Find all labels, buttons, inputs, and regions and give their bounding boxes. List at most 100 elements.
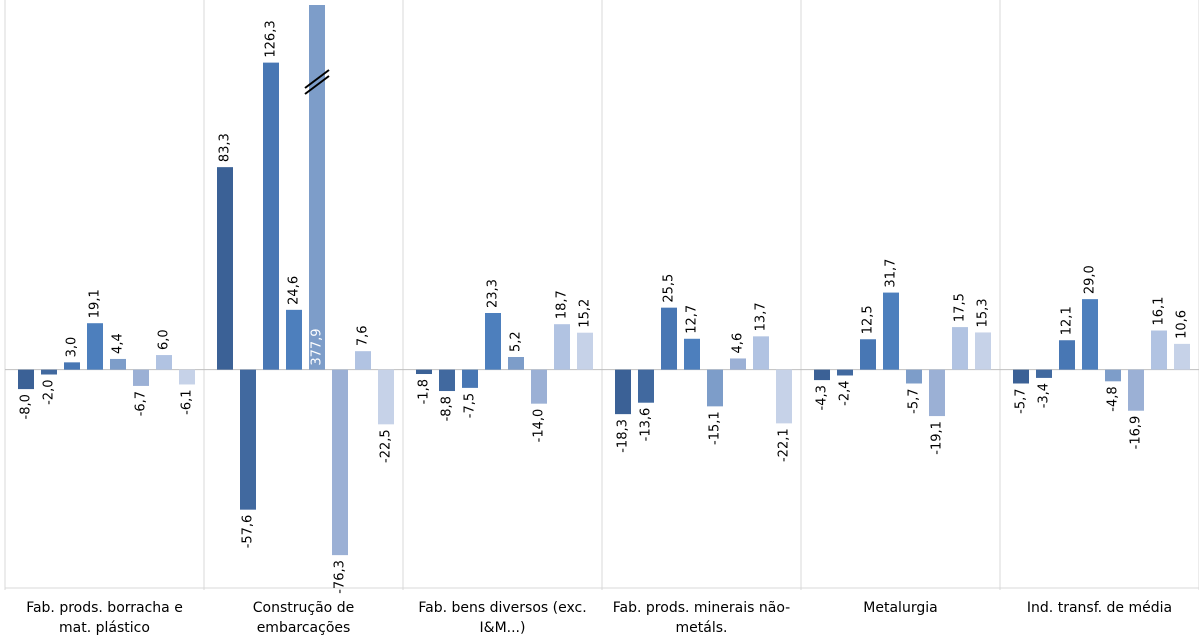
value-label: -19,1 [930, 421, 945, 455]
bar [707, 369, 723, 407]
value-label: 4,6 [731, 333, 746, 354]
bar [508, 357, 524, 370]
value-label: 12,7 [685, 305, 700, 334]
x-tick-label: Metalurgia [863, 600, 938, 616]
value-label: 3,0 [65, 337, 80, 358]
bar [1151, 330, 1167, 370]
bar [684, 338, 700, 370]
bar [179, 369, 195, 385]
bar [952, 327, 968, 370]
value-label: -6,7 [134, 391, 149, 416]
x-tick-label: Fab. prods. borracha e mat. plástico [26, 600, 183, 636]
value-label: 4,4 [111, 333, 126, 354]
bar [309, 5, 325, 370]
bar [156, 355, 172, 370]
value-label: -6,1 [180, 389, 195, 414]
value-label: 83,3 [218, 133, 233, 162]
value-label: 18,7 [555, 290, 570, 319]
bar [355, 351, 371, 370]
bar [975, 332, 991, 370]
value-label: -5,7 [1014, 389, 1029, 414]
value-label: -3,4 [1037, 383, 1052, 408]
bar [883, 292, 899, 370]
bar [286, 309, 302, 370]
x-tick-label: Ind. transf. de média [1026, 600, 1173, 616]
bar [638, 369, 654, 403]
bar [133, 369, 149, 386]
bar [378, 369, 394, 425]
bar [730, 358, 746, 370]
value-label: -7,5 [463, 393, 478, 418]
value-label: -2,0 [42, 380, 57, 405]
value-label: -15,1 [708, 411, 723, 445]
bar [906, 369, 922, 384]
x-tick-label: Fab. prods. minerais não-metáls. [612, 600, 791, 636]
value-label: 29,0 [1083, 265, 1098, 294]
value-label: 15,2 [578, 299, 593, 328]
value-label: -18,3 [616, 419, 631, 453]
value-label: 15,3 [976, 298, 991, 327]
bar [110, 358, 126, 370]
value-label: 19,1 [88, 289, 103, 318]
value-label: 16,1 [1152, 297, 1167, 326]
value-label: 25,5 [662, 274, 677, 303]
value-label: 24,6 [287, 276, 302, 305]
bar [485, 313, 501, 370]
axis-break [304, 75, 330, 95]
bar [615, 369, 631, 415]
value-label: -76,3 [333, 560, 348, 594]
bar [1082, 299, 1098, 370]
bar [1036, 369, 1052, 378]
bar [332, 369, 348, 556]
bar [753, 336, 769, 370]
value-label: -8,0 [19, 394, 34, 419]
bar [554, 324, 570, 370]
bar [1059, 340, 1075, 370]
value-label: -4,3 [815, 385, 830, 410]
value-label: 17,5 [953, 293, 968, 322]
value-label: -22,1 [777, 428, 792, 462]
bar [439, 369, 455, 392]
bar [41, 369, 57, 375]
value-label: -1,8 [417, 379, 432, 404]
value-label: 12,1 [1060, 306, 1075, 335]
value-label: -2,4 [838, 380, 853, 405]
bar [416, 369, 432, 375]
bar [661, 307, 677, 370]
bar [240, 369, 256, 510]
value-label: -57,6 [241, 515, 256, 549]
bar [929, 369, 945, 417]
bar [87, 323, 103, 370]
bar [18, 369, 34, 390]
value-label: 13,7 [754, 302, 769, 331]
value-label: 126,3 [264, 20, 279, 57]
x-tick-label: Fab. bens diversos (exc. I&M...) [418, 600, 587, 636]
value-label: 7,6 [356, 325, 371, 346]
value-label: -14,0 [532, 409, 547, 443]
bar [263, 62, 279, 370]
value-label: 23,3 [486, 279, 501, 308]
value-label: 12,5 [861, 305, 876, 334]
bar [1128, 369, 1144, 411]
value-label: -13,6 [639, 408, 654, 442]
value-label: -5,7 [907, 389, 922, 414]
bar [860, 339, 876, 370]
value-label: -4,8 [1106, 386, 1121, 411]
bar [814, 369, 830, 381]
bar [64, 362, 80, 370]
bar [776, 369, 792, 424]
value-label: 31,7 [884, 259, 899, 288]
value-label: 5,2 [509, 331, 524, 352]
x-tick-label: Construção de embarcações [252, 600, 355, 636]
bar [577, 332, 593, 370]
value-label: -8,8 [440, 396, 455, 421]
bar [531, 369, 547, 404]
bar [462, 369, 478, 388]
bar [1105, 369, 1121, 382]
value-label: -22,5 [379, 429, 394, 463]
bar [837, 369, 853, 376]
value-label: -16,9 [1129, 416, 1144, 450]
bar [1174, 343, 1190, 370]
value-label: 10,6 [1175, 310, 1190, 339]
